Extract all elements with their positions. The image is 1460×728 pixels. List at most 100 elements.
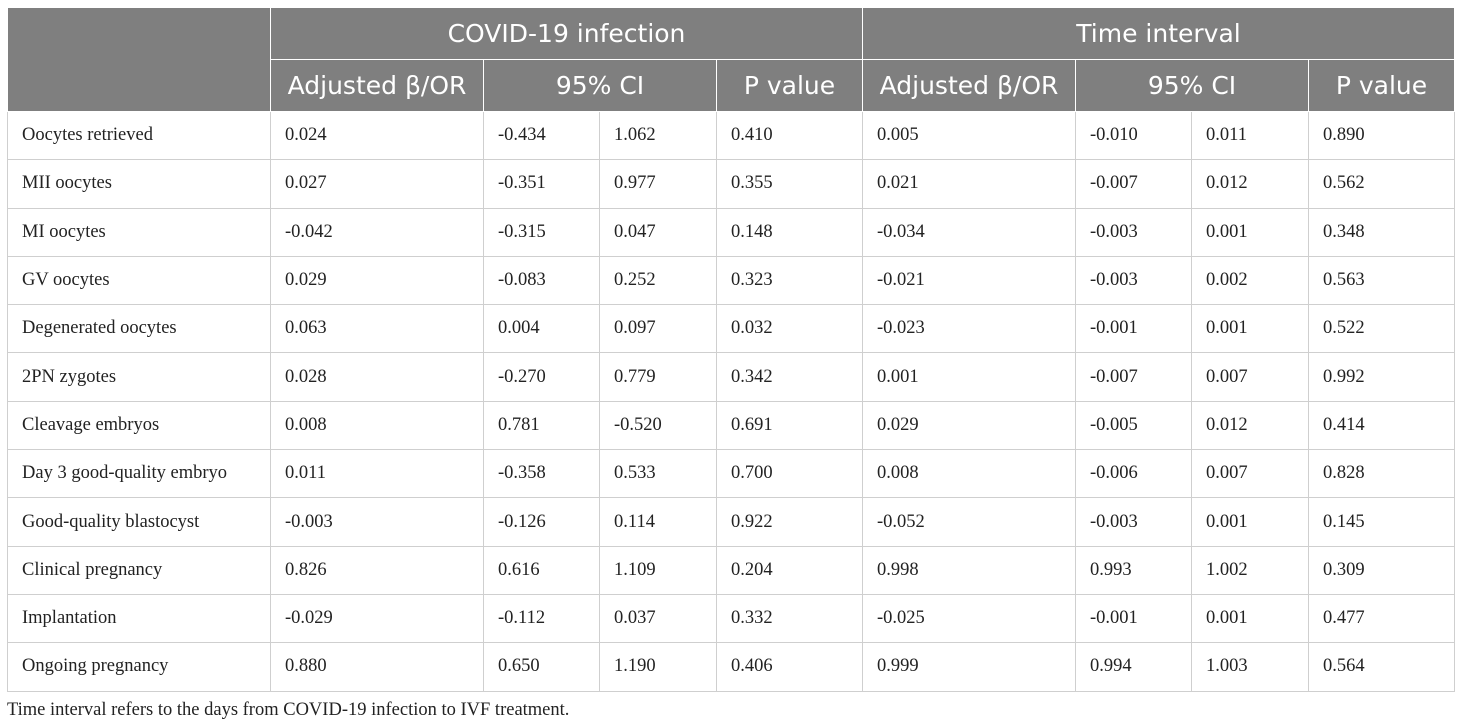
cell-time-beta: -0.052 (862, 497, 1076, 547)
cell-time-ci-upper: 0.001 (1191, 497, 1309, 547)
table-row: Oocytes retrieved 0.024 -0.434 1.062 0.410 0.… (7, 110, 1456, 161)
cell-time-ci-upper: 0.001 (1191, 207, 1309, 257)
cell-time-ci-upper: 0.012 (1191, 400, 1309, 451)
cell-time-ci-upper: 0.001 (1191, 304, 1309, 354)
header-covid-p: P value (716, 59, 863, 112)
cell-time-ci-lower: -0.003 (1075, 207, 1192, 257)
cell-time-beta: -0.034 (862, 207, 1076, 257)
cell-time-ci-upper: 0.011 (1191, 110, 1309, 161)
row-label: Ongoing pregnancy (7, 642, 271, 692)
table-row: Clinical pregnancy 0.826 0.616 1.109 0.204 0.… (7, 545, 1456, 595)
cell-time-ci-upper: 1.002 (1191, 545, 1309, 595)
cell-time-p: 0.522 (1307, 304, 1456, 354)
cell-time-p: 0.348 (1307, 207, 1456, 257)
cell-covid-beta: -0.029 (270, 593, 484, 644)
table-row: Implantation -0.029 -0.112 0.037 0.332 -0.025… (7, 593, 1456, 644)
cell-time-ci-lower: -0.005 (1075, 400, 1192, 451)
cell-time-p: 0.890 (1307, 110, 1456, 161)
cell-time-beta: 0.008 (862, 449, 1076, 499)
cell-covid-ci-lower: 0.004 (483, 304, 600, 354)
cell-covid-ci-lower: 0.781 (483, 400, 600, 451)
cell-time-p: 0.992 (1307, 352, 1456, 402)
table-body: Oocytes retrieved 0.024 -0.434 1.062 0.410 0.… (7, 110, 1456, 692)
cell-covid-beta: 0.027 (270, 159, 484, 209)
cell-covid-ci-upper: 1.190 (599, 642, 717, 692)
table-header: COVID-19 infection Time interval Adjuste… (7, 7, 1456, 112)
table-row: MII oocytes 0.027 -0.351 0.977 0.355 0.021 -0.… (7, 159, 1456, 209)
cell-covid-ci-lower: 0.650 (483, 642, 600, 692)
cell-time-beta: 0.998 (862, 545, 1076, 595)
cell-time-p: 0.309 (1307, 545, 1456, 595)
header-corner-cell (7, 7, 271, 112)
cell-covid-p: 0.922 (716, 497, 863, 547)
cell-covid-ci-lower: -0.351 (483, 159, 600, 209)
results-table: COVID-19 infection Time interval Adjuste… (7, 7, 1456, 692)
cell-time-beta: -0.025 (862, 593, 1076, 644)
cell-time-p: 0.564 (1307, 642, 1456, 692)
cell-covid-p: 0.355 (716, 159, 863, 209)
cell-covid-ci-upper: 0.533 (599, 449, 717, 499)
cell-covid-p: 0.410 (716, 110, 863, 161)
cell-covid-beta: 0.880 (270, 642, 484, 692)
cell-covid-beta: 0.024 (270, 110, 484, 161)
cell-covid-ci-lower: -0.126 (483, 497, 600, 547)
row-label: Cleavage embryos (7, 400, 271, 451)
cell-time-beta: -0.021 (862, 255, 1076, 306)
table-row: Good-quality blastocyst -0.003 -0.126 0.114… (7, 497, 1456, 547)
cell-covid-ci-lower: -0.083 (483, 255, 600, 306)
table-row: Ongoing pregnancy 0.880 0.650 1.190 0.406 0.9… (7, 642, 1456, 692)
cell-time-ci-lower: -0.007 (1075, 159, 1192, 209)
cell-covid-ci-lower: -0.270 (483, 352, 600, 402)
cell-covid-beta: 0.063 (270, 304, 484, 354)
table-row: Cleavage embryos 0.008 0.781 -0.520 0.691 0.0… (7, 400, 1456, 451)
row-label: Degenerated oocytes (7, 304, 271, 354)
row-label: Oocytes retrieved (7, 110, 271, 161)
cell-time-beta: 0.001 (862, 352, 1076, 402)
cell-covid-ci-upper: 0.779 (599, 352, 717, 402)
cell-time-ci-lower: -0.001 (1075, 304, 1192, 354)
header-row-subcolumns: Adjusted β/OR 95% CI P value Adjusted β/… (8, 59, 1456, 112)
row-label: Clinical pregnancy (7, 545, 271, 595)
cell-time-beta: 0.029 (862, 400, 1076, 451)
cell-covid-ci-lower: -0.315 (483, 207, 600, 257)
table-row: GV oocytes 0.029 -0.083 0.252 0.323 -0.021 -0.… (7, 255, 1456, 306)
header-group-covid: COVID-19 infection (270, 7, 863, 60)
cell-time-p: 0.145 (1307, 497, 1456, 547)
cell-time-p: 0.563 (1307, 255, 1456, 306)
cell-time-ci-lower: 0.994 (1075, 642, 1192, 692)
row-label: 2PN zygotes (7, 352, 271, 402)
table-row: MI oocytes -0.042 -0.315 0.047 0.148 -0.034 -0… (7, 207, 1456, 257)
cell-time-p: 0.562 (1307, 159, 1456, 209)
cell-covid-p: 0.691 (716, 400, 863, 451)
cell-covid-ci-lower: -0.434 (483, 110, 600, 161)
cell-covid-p: 0.323 (716, 255, 863, 306)
cell-covid-ci-upper: 1.062 (599, 110, 717, 161)
cell-time-ci-lower: -0.006 (1075, 449, 1192, 499)
header-time-p: P value (1307, 59, 1456, 112)
cell-covid-p: 0.342 (716, 352, 863, 402)
table-row: Day 3 good-quality embryo 0.011 -0.358 0.53… (7, 449, 1456, 499)
cell-covid-beta: 0.029 (270, 255, 484, 306)
table-row: Degenerated oocytes 0.063 0.004 0.097 0.032-… (7, 304, 1456, 354)
cell-time-ci-upper: 0.007 (1191, 352, 1309, 402)
cell-covid-beta: -0.003 (270, 497, 484, 547)
cell-time-beta: -0.023 (862, 304, 1076, 354)
cell-covid-ci-upper: -0.520 (599, 400, 717, 451)
row-label: GV oocytes (7, 255, 271, 306)
cell-covid-beta: -0.042 (270, 207, 484, 257)
cell-covid-p: 0.148 (716, 207, 863, 257)
cell-covid-ci-upper: 0.114 (599, 497, 717, 547)
header-group-time-interval: Time interval (861, 7, 1456, 60)
cell-covid-ci-lower: -0.358 (483, 449, 600, 499)
cell-time-ci-upper: 0.001 (1191, 593, 1309, 644)
cell-covid-ci-upper: 1.109 (599, 545, 717, 595)
header-time-beta: Adjusted β/OR (862, 59, 1076, 112)
cell-time-ci-lower: -0.003 (1075, 255, 1192, 306)
cell-time-ci-lower: -0.003 (1075, 497, 1192, 547)
cell-covid-ci-upper: 0.097 (599, 304, 717, 354)
cell-covid-p: 0.204 (716, 545, 863, 595)
table-row: 2PN zygotes 0.028 -0.270 0.779 0.342 0.001 -0.… (7, 352, 1456, 402)
row-label: MI oocytes (7, 207, 271, 257)
header-row-groups: COVID-19 infection Time interval (7, 7, 1456, 112)
cell-covid-ci-upper: 0.252 (599, 255, 717, 306)
